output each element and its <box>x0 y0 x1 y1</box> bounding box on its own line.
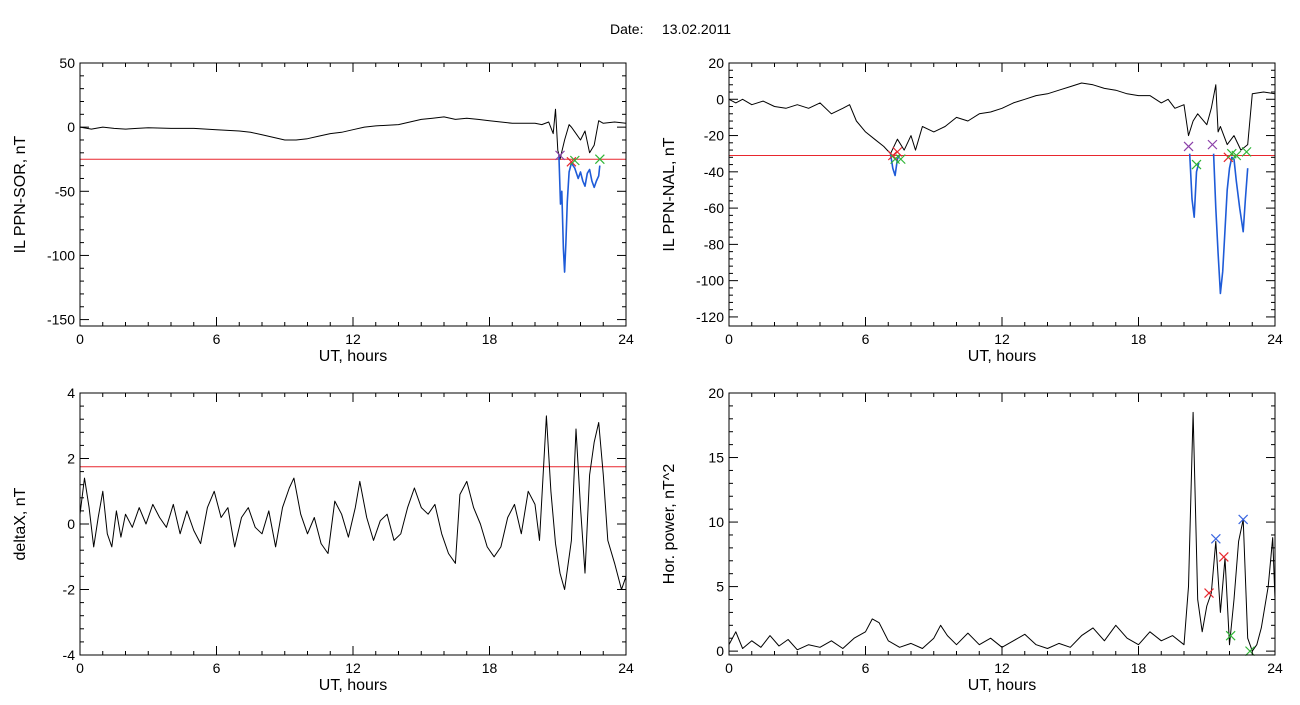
event-marker-red <box>1218 551 1229 562</box>
event-marker-purple <box>1183 141 1194 152</box>
y-tick-label: -80 <box>704 236 724 252</box>
x-tick-label: 6 <box>862 660 870 676</box>
y-tick-label: 10 <box>708 514 724 530</box>
y-tick-label: -50 <box>55 183 75 199</box>
chart-panel-hor-power: 0 6 12 18 24 0 5 10 15 20 UT, hours Hor. power, nT^… <box>661 385 1283 694</box>
highlight-series-1 <box>889 153 901 177</box>
x-tick-label: 12 <box>345 331 361 347</box>
trace-series-0 <box>729 82 1275 155</box>
plot-frame <box>79 62 627 327</box>
event-marker-green <box>1245 646 1255 657</box>
x-tick-label: 6 <box>213 660 221 676</box>
y-tick-label: 50 <box>59 55 75 71</box>
y-tick-label: 0 <box>716 91 724 107</box>
event-marker-red <box>566 156 577 167</box>
highlight-series-2 <box>1188 153 1200 218</box>
event-marker-red <box>892 146 903 157</box>
x-tick-label: 0 <box>76 660 84 676</box>
date-label: Date: <box>610 21 643 37</box>
event-marker-blue <box>1238 514 1249 525</box>
trace-series-0 <box>80 108 626 160</box>
plot-frame <box>728 62 1276 327</box>
event-marker-purple <box>555 150 565 161</box>
x-tick-label: 12 <box>994 331 1010 347</box>
y-tick-label: 20 <box>708 385 724 401</box>
y-tick-label: 0 <box>67 516 75 532</box>
y-tick-label: 4 <box>67 385 75 401</box>
event-marker-blue <box>1210 533 1221 544</box>
x-axis-label: UT, hours <box>968 348 1036 365</box>
event-marker-green <box>1225 630 1236 641</box>
y-tick-label: -40 <box>704 164 724 180</box>
event-marker-green <box>1231 150 1242 161</box>
event-marker-purple <box>1207 139 1218 150</box>
x-tick-label: 0 <box>76 331 84 347</box>
y-tick-label: 5 <box>716 579 724 595</box>
y-tick-label: -120 <box>696 309 724 325</box>
y-tick-label: 0 <box>716 643 724 659</box>
x-tick-label: 18 <box>1131 331 1147 347</box>
event-marker-red <box>1204 588 1214 598</box>
date-value: 13.02.2011 <box>662 21 731 37</box>
x-tick-label: 12 <box>994 660 1010 676</box>
x-axis-label: UT, hours <box>968 677 1036 694</box>
x-tick-label: 6 <box>213 331 221 347</box>
x-axis-label: UT, hours <box>319 348 387 365</box>
y-tick-label: 15 <box>708 450 724 466</box>
x-tick-label: 24 <box>618 660 634 676</box>
event-marker-green <box>1241 146 1252 157</box>
y-axis-label: IL PPN-SOR, nT <box>12 135 29 253</box>
event-marker-green <box>569 155 580 166</box>
chart-panel-il-sor: 0 6 12 18 24 -150 -100 -50 0 50 UT, hours IL PPN-SO… <box>12 55 634 365</box>
highlight-series-1 <box>558 155 601 273</box>
x-tick-label: 6 <box>862 331 870 347</box>
y-axis-label: IL PPN-NAL, nT <box>661 137 678 251</box>
event-marker-green <box>895 154 906 165</box>
y-tick-label: 20 <box>708 55 724 71</box>
y-axis-label: Hor. power, nT^2 <box>661 464 678 585</box>
y-tick-label: 0 <box>67 119 75 135</box>
y-tick-label: -60 <box>704 200 724 216</box>
y-tick-label: -2 <box>63 582 76 598</box>
trace-series-0 <box>80 415 626 590</box>
x-tick-label: 24 <box>1267 660 1283 676</box>
x-tick-label: 24 <box>618 331 634 347</box>
x-tick-label: 18 <box>482 660 498 676</box>
x-tick-label: 0 <box>725 331 733 347</box>
x-tick-label: 24 <box>1267 331 1283 347</box>
y-tick-label: -100 <box>696 273 724 289</box>
x-tick-label: 0 <box>725 660 733 676</box>
y-tick-label: -100 <box>47 247 75 263</box>
x-tick-label: 12 <box>345 660 361 676</box>
x-tick-label: 18 <box>482 331 498 347</box>
trace-series-0 <box>729 411 1275 652</box>
highlight-series-3 <box>1212 153 1249 295</box>
x-tick-label: 18 <box>1131 660 1147 676</box>
y-tick-label: -20 <box>704 128 724 144</box>
x-axis-label: UT, hours <box>319 677 387 694</box>
y-axis-label: deltaX, nT <box>12 487 29 560</box>
y-tick-label: -4 <box>63 647 76 663</box>
plot-frame <box>79 392 627 656</box>
y-tick-label: 2 <box>67 451 75 467</box>
y-tick-label: -150 <box>47 312 75 328</box>
chart-panel-il-nal: 0 6 12 18 24 -120 -100 -80 -60 -40 -20 0 20 UT, hours… <box>661 55 1283 365</box>
event-marker-green <box>1191 159 1202 170</box>
event-marker-green <box>594 154 605 165</box>
